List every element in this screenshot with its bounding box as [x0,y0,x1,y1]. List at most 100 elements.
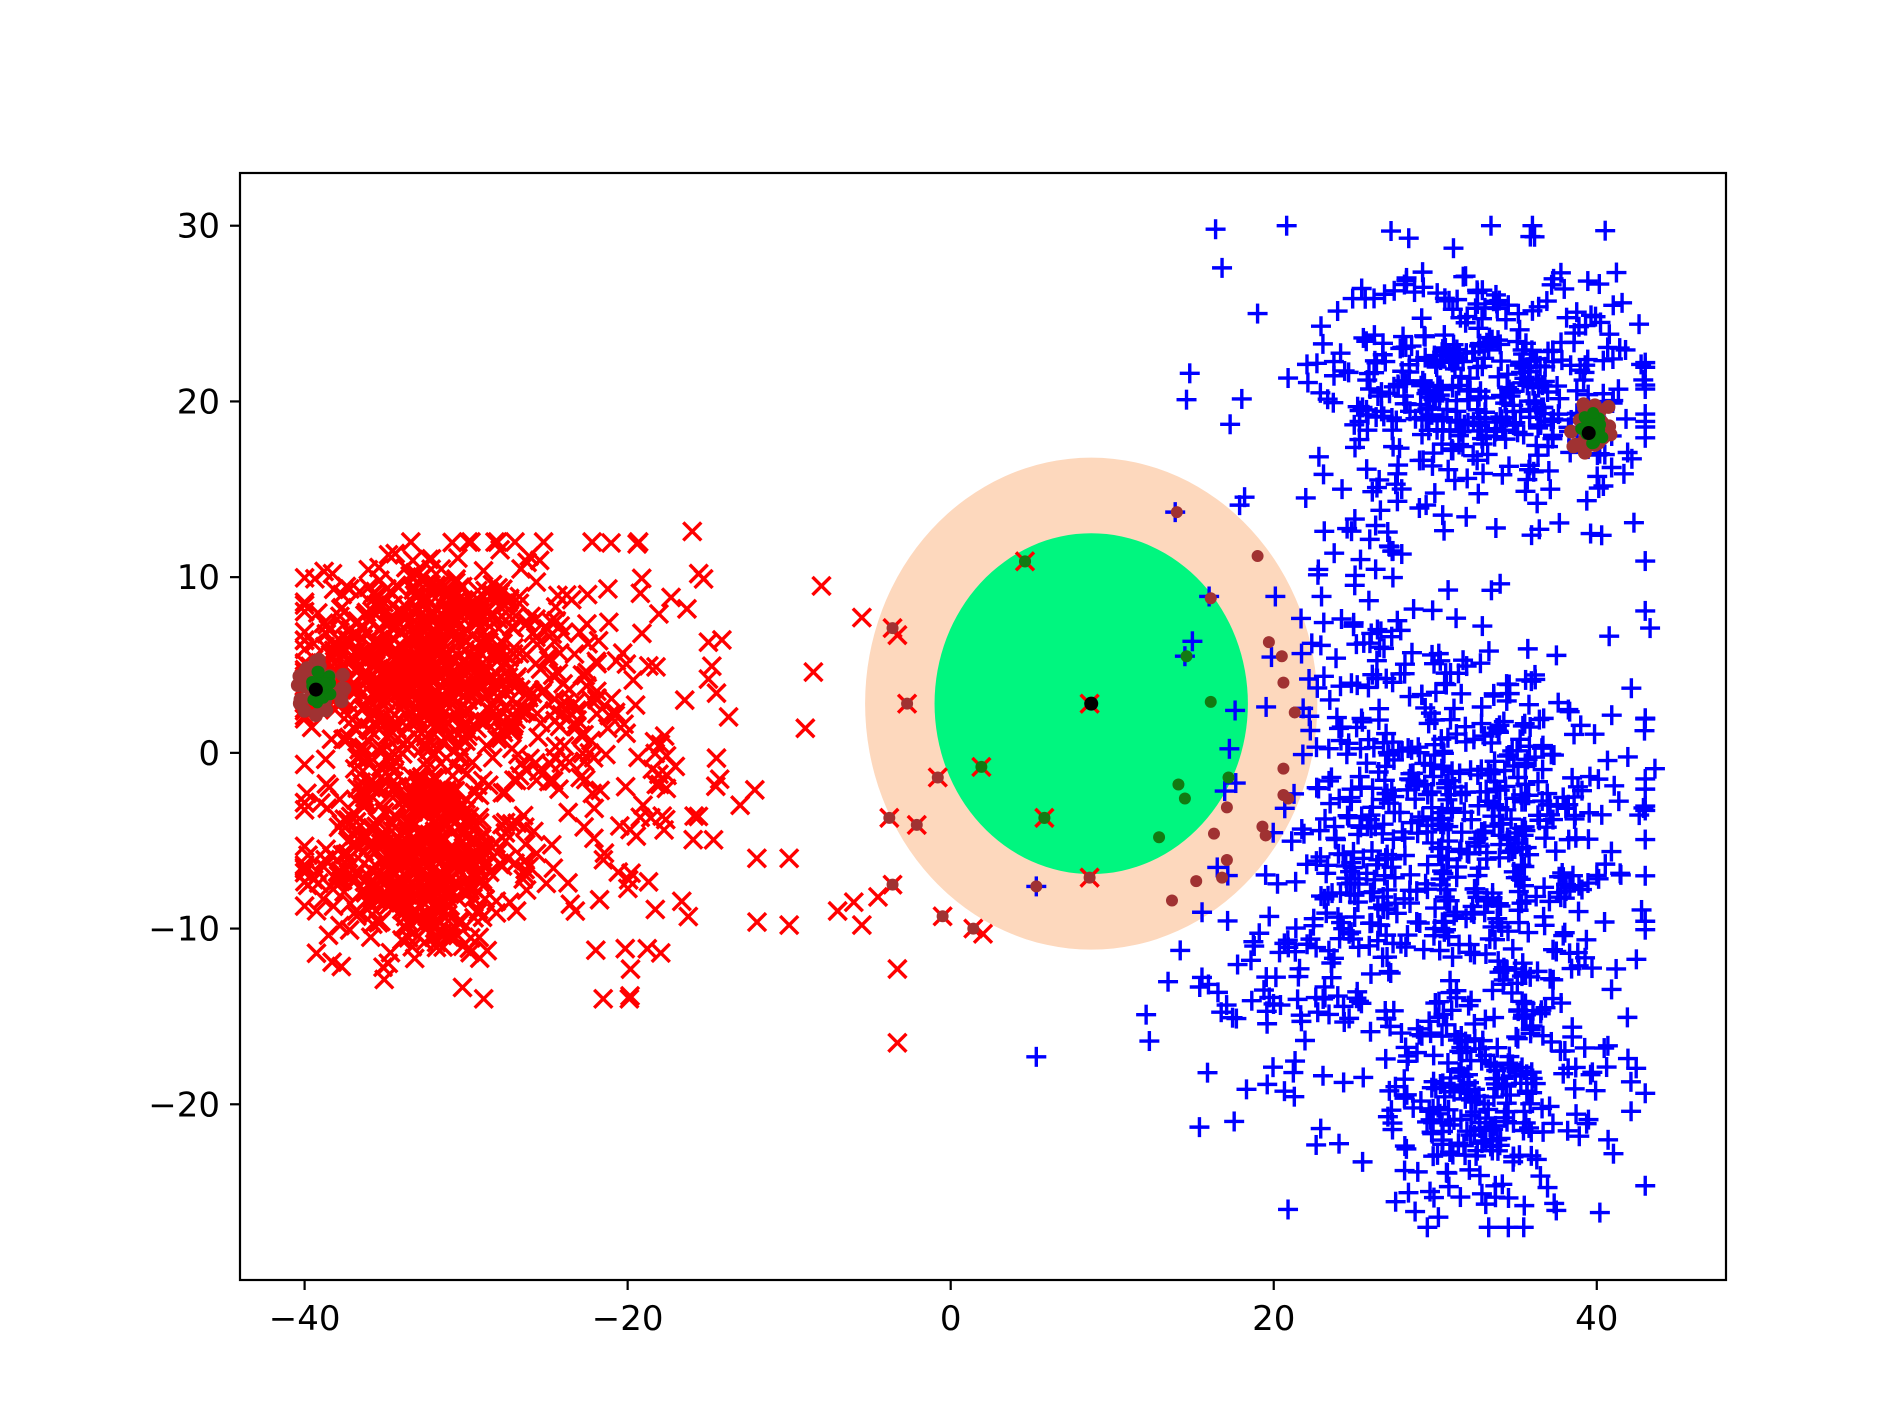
plus-marker [1580,523,1601,544]
plus-marker [1278,368,1299,389]
plus-marker [1377,742,1398,763]
x-marker [380,942,401,963]
x-marker [360,859,381,880]
x-marker [533,531,554,553]
plus-marker [1324,543,1345,564]
highlight-dot [1277,676,1290,689]
plus-marker [1538,436,1559,457]
plus-marker [1376,723,1397,744]
plus-marker [1220,414,1241,435]
plus-marker [1451,683,1472,704]
plus-marker [1588,478,1609,499]
x-marker [381,874,402,896]
plus-marker [1546,1200,1567,1221]
x-marker [495,830,516,852]
x-marker [645,899,666,920]
plus-marker [1425,682,1446,703]
plus-marker [1439,290,1460,311]
plus-marker [1433,863,1454,884]
x-marker [718,706,739,728]
plus-marker [1441,440,1462,461]
plus-marker [1436,890,1457,911]
x-marker [334,728,356,749]
plus-marker [1328,718,1349,739]
plus-marker [1350,549,1371,570]
x-marker [458,721,479,742]
plus-marker [1635,411,1656,432]
plus-marker [1331,912,1352,933]
x-marker [506,900,527,922]
x-marker [549,716,570,737]
plus-marker [1400,864,1421,885]
x-marker [390,790,412,811]
plus-marker [1565,1057,1586,1078]
plus-marker [1369,469,1390,490]
plus-marker [1451,822,1472,843]
plus-marker [1372,823,1393,844]
x-marker [432,936,454,958]
plus-marker [1566,302,1587,323]
plus-marker [1487,908,1508,929]
plus-marker [1364,869,1385,890]
plus-marker [1475,1009,1496,1030]
plus-marker [1337,518,1358,539]
plus-marker [1502,938,1523,959]
plus-marker [1333,1072,1354,1093]
plus-marker [1259,906,1280,927]
plus-marker [1365,559,1386,580]
plus-marker [1493,969,1514,990]
plus-marker [1499,683,1520,704]
x-marker [294,567,315,588]
x-marker [488,586,509,607]
x-marker [405,878,426,899]
plus-marker [1530,415,1551,436]
plus-marker [1340,861,1361,882]
plus-marker [1347,981,1368,1002]
plus-marker [1403,1097,1424,1118]
plus-marker [1459,1159,1480,1180]
plus-marker [1460,380,1481,401]
x-marker [469,807,490,828]
plus-marker [1345,565,1366,586]
x-marker [338,813,360,835]
plus-marker [1486,293,1507,314]
plus-marker [1197,1062,1218,1083]
x-tick-label: 20 [1252,1299,1295,1339]
highlight-dot [1083,871,1096,884]
plus-marker [1422,600,1443,621]
plus-marker [1629,314,1650,335]
plus-marker [1553,1063,1574,1084]
plus-marker [1192,902,1213,923]
x-marker [396,729,417,751]
plus-marker [1359,935,1380,956]
plus-marker [1568,875,1589,896]
plus-marker [1578,1109,1599,1130]
plus-marker [1227,954,1248,975]
plus-marker [1429,1103,1450,1124]
plus-marker [1486,779,1507,800]
plus-marker [1241,990,1262,1011]
plus-marker [1443,1109,1464,1130]
x-marker [867,886,889,908]
plus-marker [1372,947,1393,968]
highlight-dot [1030,880,1043,893]
plus-marker [1591,804,1612,825]
plus-marker [1621,1101,1642,1122]
plus-marker [1532,1098,1553,1119]
plus-marker [1621,678,1642,699]
plus-marker [1467,450,1488,471]
plus-marker [1556,307,1577,328]
x-marker [360,772,381,793]
x-marker [421,620,443,642]
plus-marker [1485,1073,1506,1094]
plus-marker [1505,1066,1526,1087]
x-marker [851,607,873,628]
plus-marker [1438,1099,1459,1120]
x-marker [628,531,649,553]
x-marker [294,594,315,616]
plus-marker [1214,781,1235,802]
plus-marker [1341,521,1362,542]
x-marker [460,531,482,553]
plus-marker [1240,950,1261,971]
highlight-dot [1288,706,1301,719]
